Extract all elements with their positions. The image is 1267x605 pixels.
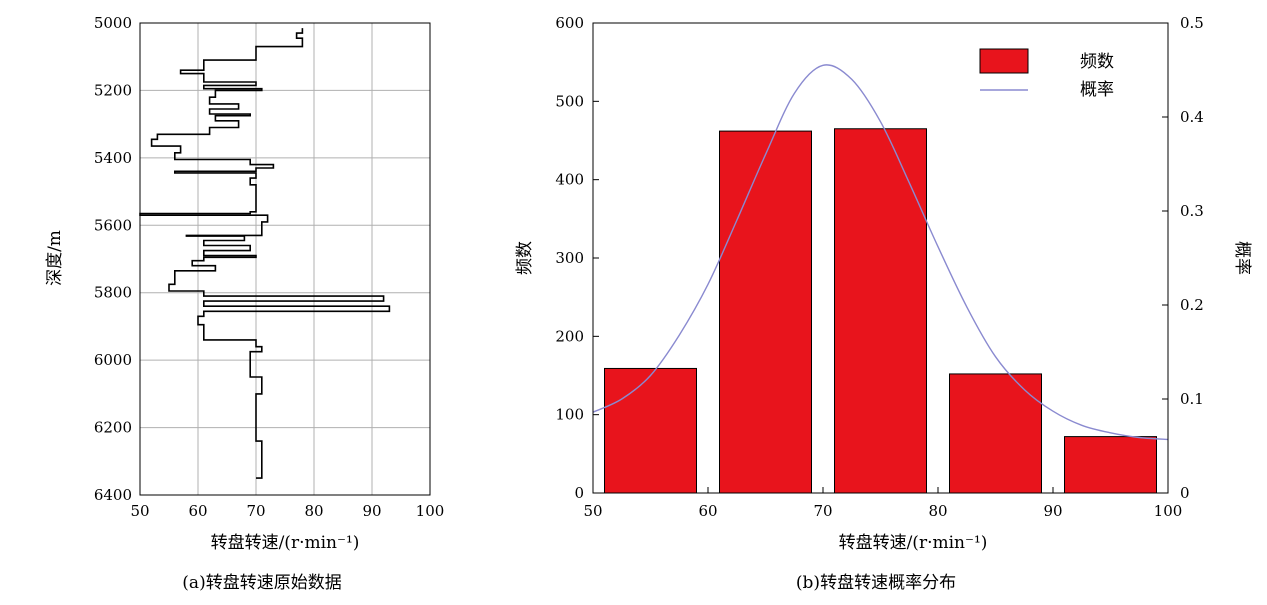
chart-b-y2-tick-label: 0.4 [1180, 108, 1204, 126]
chart-b-bars [604, 128, 1157, 494]
chart-a-y-tick-label: 5200 [94, 81, 132, 99]
chart-b-x-tick-label: 60 [698, 502, 717, 520]
chart-b-x-tick-label: 80 [928, 502, 947, 520]
chart-b-bar [834, 128, 927, 494]
chart-a-y-ticks: 5000 5200 5400 5600 5800 6000 6200 6400 [94, 14, 132, 504]
chart-b-y2-tick-label: 0 [1180, 484, 1190, 502]
chart-a-caption: (a)转盘转速原始数据 [182, 573, 341, 593]
chart-b-y2-tick-label: 0.1 [1180, 390, 1204, 408]
chart-b-y-tick-label: 500 [555, 92, 584, 110]
chart-b-y-tick-label: 600 [555, 14, 584, 32]
chart-a-y-tick-label: 5000 [94, 14, 132, 32]
chart-a-x-tick-label: 50 [130, 502, 149, 520]
chart-b-x-label: 转盘转速/(r·min⁻¹) [839, 533, 988, 553]
chart-a: 50 60 70 80 90 100 5000 5200 5400 5600 5800 6000 62… [45, 14, 444, 593]
chart-b-bar [949, 373, 1042, 494]
chart-b-y2-tick-label: 0.5 [1180, 14, 1204, 32]
chart-a-y-tick-label: 6200 [94, 419, 132, 437]
chart-b-y-tick-label: 100 [555, 406, 584, 424]
chart-a-y-tick-label: 5800 [94, 284, 132, 302]
chart-b-bar [1064, 436, 1157, 494]
chart-a-frame [139, 22, 431, 496]
chart-b-x-tick-label: 100 [1154, 502, 1183, 520]
chart-a-x-tick-label: 60 [188, 502, 207, 520]
chart-b-y2-tick-label: 0.3 [1180, 202, 1204, 220]
chart-a-x-ticks: 50 60 70 80 90 100 [130, 502, 444, 520]
chart-b-y2-tick-label: 0.2 [1180, 296, 1204, 314]
chart-b-x-ticks: 50 60 70 80 90 100 [583, 487, 1182, 520]
chart-b-y2-label: 概率 [1232, 241, 1252, 275]
legend-label-probability: 概率 [1080, 80, 1114, 100]
chart-a-x-label: 转盘转速/(r·min⁻¹) [211, 533, 360, 553]
chart-a-y-tick-label: 6000 [94, 351, 132, 369]
chart-b-y-tick-label: 200 [555, 327, 584, 345]
chart-b-legend: 频数 概率 [979, 48, 1114, 100]
chart-a-y-tick-label: 5400 [94, 149, 132, 167]
chart-a-x-tick-label: 70 [246, 502, 265, 520]
chart-b-y-tick-label: 300 [555, 249, 584, 267]
legend-label-frequency: 频数 [1080, 52, 1114, 72]
chart-b-x-tick-label: 50 [583, 502, 602, 520]
chart-b-bar [719, 130, 812, 494]
chart-b-x-tick-label: 90 [1043, 502, 1062, 520]
chart-a-x-tick-label: 90 [362, 502, 381, 520]
chart-a-y-label: 深度/m [45, 230, 65, 286]
chart-a-x-tick-label: 80 [304, 502, 323, 520]
chart-a-x-tick-label: 100 [416, 502, 445, 520]
chart-a-y-tick-label: 5600 [94, 216, 132, 234]
chart-b-x-tick-label: 70 [813, 502, 832, 520]
chart-a-grid [139, 22, 431, 496]
chart-b-y-tick-label: 400 [555, 171, 584, 189]
chart-b-y-tick-label: 0 [574, 484, 584, 502]
chart-a-y-tick-label: 6400 [94, 486, 132, 504]
chart-b-y-label: 频数 [515, 241, 535, 275]
chart-b-y2-ticks: 0 0.1 0.2 0.3 0.4 0.5 [1162, 14, 1204, 502]
chart-b-bar [604, 367, 697, 494]
chart-a-speed-series [139, 28, 391, 479]
legend-swatch-frequency [979, 48, 1029, 74]
chart-b-caption: (b)转盘转速概率分布 [796, 573, 956, 593]
chart-b-probability-curve [592, 64, 1169, 441]
chart-b-y-ticks: 0 100 200 300 400 500 600 [555, 14, 599, 502]
